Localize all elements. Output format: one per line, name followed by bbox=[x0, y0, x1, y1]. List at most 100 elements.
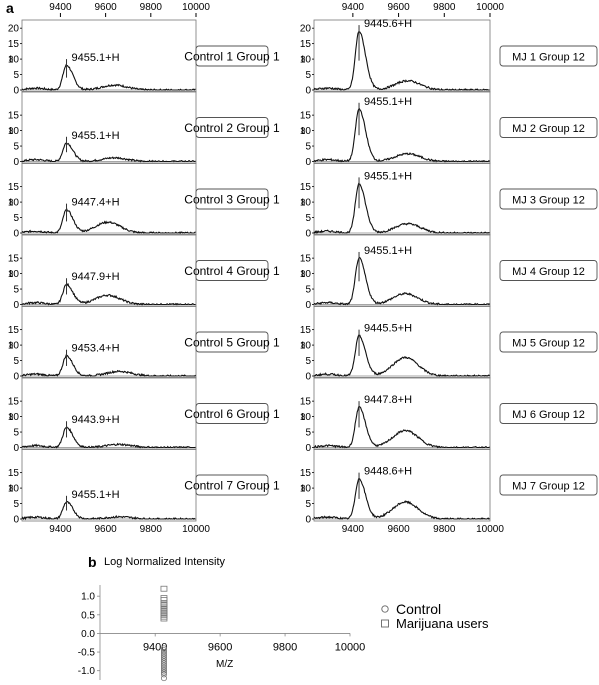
group-label: Control 5 Group 1 bbox=[184, 336, 280, 350]
peak-label: 9455.1+H bbox=[364, 170, 412, 182]
group-label: MJ 6 Group 12 bbox=[512, 409, 585, 421]
y-axis-title: Log Normalized Intensity bbox=[104, 556, 226, 568]
x-tick-label-top: 9400 bbox=[342, 2, 365, 13]
peak-label: 9455.1+H bbox=[72, 489, 120, 501]
peak-label: 9455.1+H bbox=[364, 245, 412, 257]
group-label: Control 4 Group 1 bbox=[184, 264, 280, 278]
spectrum-panel: 0 5 10 15 8 9447.8+H MJ 6 Group 12 bbox=[300, 377, 598, 454]
peak-label: 9453.4+H bbox=[72, 343, 120, 355]
x-tick-label-top: 10000 bbox=[476, 2, 504, 13]
spectrum-line bbox=[313, 182, 490, 235]
spectrum-line bbox=[21, 282, 196, 306]
y-tick-label: 15 bbox=[300, 111, 312, 122]
y-tick-label: 10 bbox=[300, 269, 312, 280]
spectrum-panel: 0 5 10 15 8 9445.5+H MJ 5 Group 12 bbox=[300, 305, 598, 383]
x-tick-label-top: 9400 bbox=[49, 2, 72, 13]
legend-label: Control bbox=[396, 601, 441, 617]
y-tick-label: 10 bbox=[8, 126, 20, 137]
group-label-box bbox=[195, 260, 269, 281]
legend-circle-marker bbox=[381, 605, 389, 613]
spectrum-frame bbox=[313, 91, 491, 164]
y-tick-label: 0.0 bbox=[81, 629, 95, 640]
y-tick-label: 15 bbox=[8, 39, 20, 50]
x-tick-label-bottom: 9800 bbox=[433, 524, 456, 535]
y-tick-label: 15 bbox=[8, 182, 20, 193]
y-tick-label: 5 bbox=[13, 142, 19, 153]
x-tick-label-bottom: 9600 bbox=[387, 524, 410, 535]
y-tick-label: 0 bbox=[305, 86, 311, 97]
group-label-box bbox=[195, 331, 269, 353]
control-point bbox=[160, 667, 167, 674]
panel-a-label: a bbox=[6, 0, 14, 16]
spectrum-panel: 0 5 10 15 8 9455.1+H Control 7 Group 1 bbox=[8, 448, 280, 526]
y-tick-label: 15 bbox=[300, 182, 312, 193]
y-tick-label: 5 bbox=[305, 285, 311, 296]
spectrum-line bbox=[313, 334, 490, 377]
x-tick-label-bottom: 9400 bbox=[49, 524, 72, 535]
spectrum-line bbox=[313, 477, 490, 520]
y-marker-glyph: 8 bbox=[9, 341, 14, 350]
group-label-box bbox=[499, 188, 598, 210]
y-tick-label: 10 bbox=[300, 484, 312, 495]
marijuana-point bbox=[160, 597, 168, 603]
legend-square-marker bbox=[381, 619, 389, 628]
y-tick-label: 0 bbox=[305, 515, 311, 526]
y-tick-label: 10 bbox=[300, 198, 312, 209]
spectrum-frame bbox=[21, 448, 197, 522]
y-tick-label: 20 bbox=[8, 24, 20, 35]
x-tick-label: 9800 bbox=[273, 641, 297, 653]
group-label-box bbox=[499, 331, 598, 353]
peak-label: 9447.4+H bbox=[72, 197, 120, 209]
spectrum-line bbox=[21, 354, 196, 377]
peak-label: 9445.6+H bbox=[364, 18, 412, 30]
control-point bbox=[160, 675, 167, 682]
y-marker-glyph: 8 bbox=[9, 198, 14, 207]
peak-label: 9455.1+H bbox=[364, 96, 412, 108]
x-tick-label-bottom: 10000 bbox=[182, 524, 210, 535]
y-marker-glyph: 8 bbox=[9, 484, 14, 493]
group-label: MJ 2 Group 12 bbox=[512, 123, 585, 135]
spectrum-frame bbox=[313, 162, 491, 236]
y-tick-label: 15 bbox=[300, 254, 312, 265]
y-tick-label: 15 bbox=[300, 397, 312, 408]
x-tick-label-top: 9600 bbox=[387, 2, 410, 13]
x-tick-label-top: 9600 bbox=[94, 2, 117, 13]
spectrum-panel: 0 5 10 15 8 9455.1+H Control 2 Group 1 bbox=[8, 91, 280, 168]
x-axis-title: M/Z bbox=[216, 659, 233, 670]
y-marker-glyph: 8 bbox=[9, 55, 14, 64]
y-tick-label: 5 bbox=[305, 428, 311, 439]
y-tick-label: 5 bbox=[13, 428, 19, 439]
spectrum-panel: 0 5 10 15 8 9448.6+H MJ 7 Group 12 bbox=[300, 448, 598, 526]
y-tick-label: 15 bbox=[8, 468, 20, 479]
marijuana-point bbox=[160, 600, 168, 607]
spectrum-panel: 0 5 10 15 8 9455.1+H MJ 4 Group 12 bbox=[300, 234, 598, 311]
y-tick-label: 5 bbox=[305, 499, 311, 510]
y-tick-label: 10 bbox=[8, 412, 20, 423]
y-tick-label: 15 bbox=[8, 111, 20, 122]
group-label-box bbox=[499, 260, 598, 281]
y-tick-label: 0 bbox=[13, 372, 19, 383]
y-tick-label: 5 bbox=[13, 356, 19, 367]
spectrum-panel: 0 5 10 15 8 9443.9+H Control 6 Group 1 bbox=[8, 377, 280, 454]
group-label: Control 1 Group 1 bbox=[184, 50, 280, 64]
peak-label: 9447.9+H bbox=[72, 271, 120, 283]
group-label: Control 3 Group 1 bbox=[184, 193, 280, 207]
y-tick-label: 10 bbox=[300, 341, 312, 352]
y-tick-label: 0 bbox=[305, 300, 311, 311]
y-tick-label: -0.5 bbox=[78, 648, 96, 659]
marijuana-point bbox=[160, 613, 168, 620]
y-marker-glyph: 8 bbox=[301, 484, 306, 493]
peak-label: 9447.8+H bbox=[364, 394, 412, 406]
y-tick-label: 15 bbox=[300, 325, 312, 336]
spectrum-panel: 0 5 10 15 8 9455.1+H MJ 3 Group 12 bbox=[300, 162, 598, 240]
peak-label: 9445.5+H bbox=[364, 323, 412, 335]
group-label-box bbox=[499, 403, 598, 424]
group-label-box bbox=[195, 403, 269, 424]
spectrum-line bbox=[21, 63, 196, 92]
y-tick-label: -1.0 bbox=[78, 666, 96, 677]
spectrum-frame bbox=[313, 377, 491, 450]
spectrum-frame bbox=[313, 448, 491, 522]
y-tick-label: 1.0 bbox=[81, 592, 95, 603]
marijuana-point bbox=[160, 606, 168, 613]
